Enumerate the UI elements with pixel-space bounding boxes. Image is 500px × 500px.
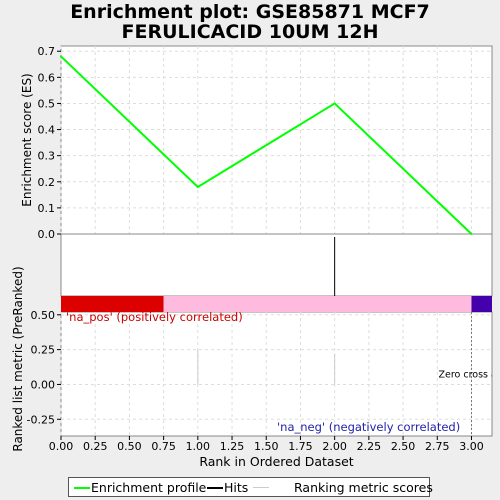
rank-color-segment (471, 296, 492, 312)
x-tick-label: 2.50 (391, 440, 416, 453)
es-y-tick-label: 0.2 (38, 176, 56, 189)
legend-label-hits: Hits (224, 480, 249, 495)
x-tick-label: 0.25 (83, 440, 108, 453)
rank-color-segment (163, 296, 472, 312)
rank-y-axis-label: Ranked list metric (PreRanked) (11, 266, 25, 451)
es-y-tick-label: 0.5 (38, 97, 56, 110)
enrichment-profile-point (60, 55, 62, 58)
enrichment-profile-line (60, 55, 473, 235)
enrichment-profile-point (470, 233, 473, 235)
es-y-tick-label: 0.1 (38, 202, 56, 215)
enrichment-profile-point (196, 186, 199, 188)
legend-label-enrichment-profile: Enrichment profile (91, 480, 207, 495)
x-tick-label: 1.50 (254, 440, 279, 453)
x-tick-label: 0.50 (117, 440, 142, 453)
zero-cross-label: Zero cross at 3 (438, 369, 500, 380)
x-tick-label: 2.75 (425, 440, 450, 453)
x-tick-label: 1.00 (186, 440, 211, 453)
x-tick-label: 3.00 (459, 440, 484, 453)
legend-swatch-ranking-metric (253, 487, 269, 488)
legend: Enrichment profile Hits Ranking metric s… (68, 477, 433, 497)
enrichment-profile-point (333, 102, 336, 105)
legend-swatch-enrichment-profile (74, 487, 90, 489)
positive-correlation-label: 'na_pos' (positively correlated) (66, 310, 243, 324)
es-y-tick-label: 0.4 (38, 124, 56, 137)
negative-correlation-label: 'na_neg' (negatively correlated) (277, 420, 460, 434)
ranking-panel (60, 311, 493, 437)
es-y-tick-label: 0.6 (38, 71, 56, 84)
rank-y-tick-label: 0.25 (31, 344, 56, 357)
es-y-tick-label: 0.7 (38, 45, 56, 58)
x-tick-label: 2.00 (322, 440, 347, 453)
x-tick-label: 1.75 (288, 440, 313, 453)
rank-color-segment (61, 296, 164, 312)
es-y-axis-label: Enrichment score (ES) (20, 73, 34, 206)
x-tick-label: 0.00 (49, 440, 74, 453)
rank-y-tick-label: 0.00 (31, 378, 56, 391)
x-tick-label: 1.25 (220, 440, 245, 453)
x-tick-label: 0.75 (151, 440, 176, 453)
rank-y-tick-label: 0.50 (31, 309, 56, 322)
hits-panel (60, 233, 493, 297)
x-tick-label: 2.25 (357, 440, 382, 453)
es-y-tick-label: 0.0 (38, 228, 56, 241)
legend-label-ranking-metric: Ranking metric scores (294, 480, 433, 495)
legend-swatch-hits (207, 487, 223, 489)
chart-title: Enrichment plot: GSE85871 MCF7 FERULICAC… (70, 1, 430, 43)
rank-y-tick-label: -0.25 (27, 413, 55, 426)
es-y-tick-label: 0.3 (38, 150, 56, 163)
x-axis-label: Rank in Ordered Dataset (199, 454, 353, 469)
